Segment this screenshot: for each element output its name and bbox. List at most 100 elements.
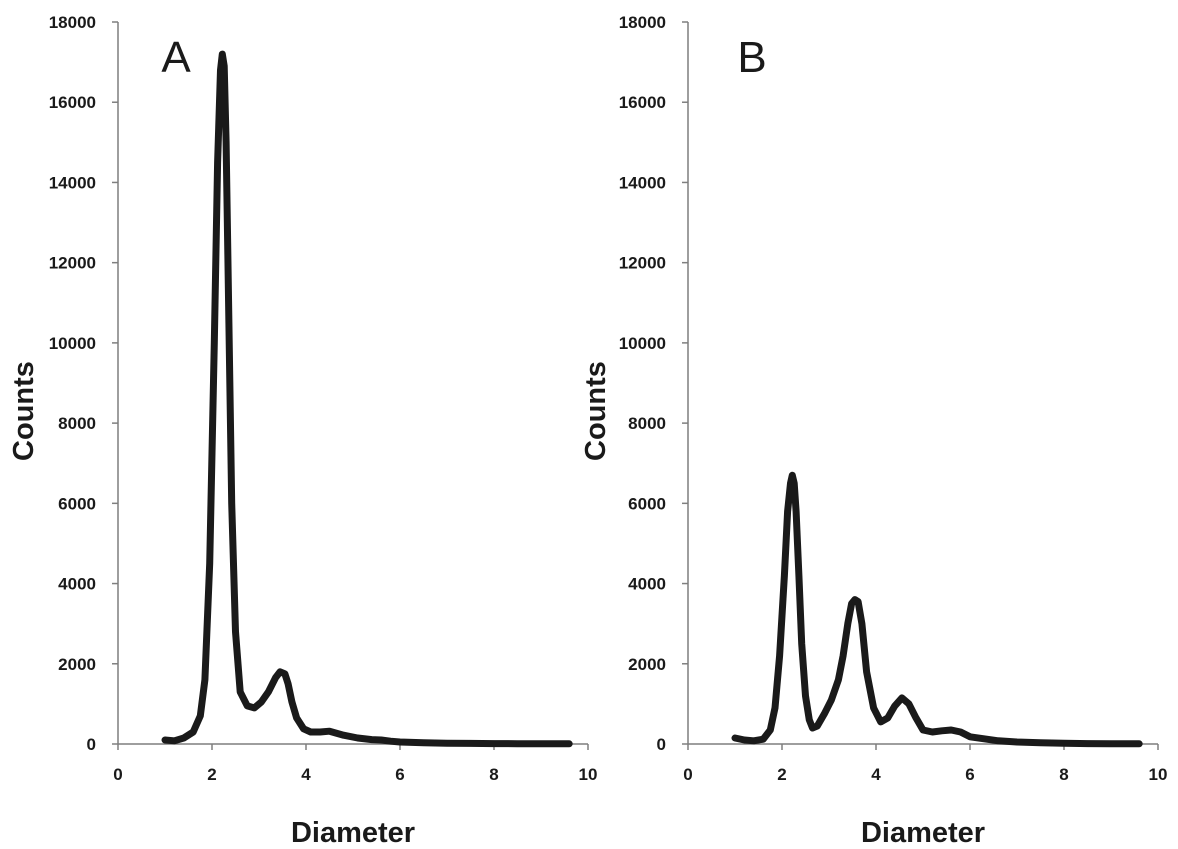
y-tick-label: 14000 <box>49 173 96 192</box>
data-point <box>930 730 934 734</box>
data-point <box>773 706 777 710</box>
data-point <box>1039 741 1042 745</box>
data-point <box>914 716 918 720</box>
y-tick-label: 18000 <box>49 13 96 32</box>
data-point <box>768 728 772 732</box>
data-point <box>996 739 1000 743</box>
data-point <box>283 672 287 676</box>
y-tick-label: 16000 <box>619 93 666 112</box>
x-axis-title: Diameter <box>861 817 985 849</box>
data-point <box>982 737 986 741</box>
y-tick-label: 8000 <box>628 414 666 433</box>
x-tick-label: 8 <box>1059 765 1068 784</box>
data-point <box>370 738 374 742</box>
data-point <box>389 739 393 743</box>
data-point <box>778 654 782 658</box>
data-point <box>259 700 263 704</box>
y-tick-label: 0 <box>87 735 96 754</box>
data-point <box>815 724 819 728</box>
x-tick-label: 0 <box>683 765 692 784</box>
data-point <box>302 727 306 731</box>
data-point <box>792 481 796 485</box>
data-point <box>907 702 911 706</box>
y-tick-label: 10000 <box>619 334 666 353</box>
data-point <box>921 728 925 732</box>
data-point <box>220 52 224 56</box>
data-point <box>822 712 826 716</box>
data-point <box>398 740 402 744</box>
data-point <box>733 736 737 740</box>
data-point <box>800 642 804 646</box>
panel-label: A <box>161 33 191 82</box>
y-tick-label: 4000 <box>628 575 666 594</box>
data-point <box>539 742 543 746</box>
data-point <box>318 730 322 734</box>
data-point <box>1086 742 1089 746</box>
x-tick-label: 6 <box>965 765 974 784</box>
panel-label: B <box>737 33 766 82</box>
data-point <box>163 738 167 742</box>
y-tick-label: 2000 <box>58 655 96 674</box>
data-point <box>949 728 953 732</box>
data-point <box>208 562 212 565</box>
data-point <box>782 574 786 577</box>
data-point <box>829 698 833 702</box>
data-point <box>850 602 854 606</box>
data-point <box>274 676 277 680</box>
data-point <box>752 739 756 743</box>
y-tick-label: 6000 <box>628 494 666 513</box>
y-axis-title: Counts <box>8 361 40 461</box>
data-point <box>886 716 890 720</box>
y-tick-label: 18000 <box>619 13 666 32</box>
data-point <box>865 670 869 674</box>
data-point <box>846 622 850 626</box>
data-point <box>959 730 963 734</box>
y-tick-label: 10000 <box>49 334 96 353</box>
data-point <box>234 630 237 634</box>
data-point <box>295 716 299 720</box>
data-point <box>794 509 798 513</box>
panel-a: 0 2000 4000 6000 8000 10000 12000 14000 16000 180… <box>8 13 597 849</box>
y-tick-label: 6000 <box>58 494 96 513</box>
y-tick-label: 12000 <box>619 254 666 273</box>
y-tick-label: 12000 <box>49 254 96 273</box>
data-point <box>328 729 331 733</box>
data-point <box>356 736 360 740</box>
data-point <box>1015 740 1019 744</box>
data-point <box>811 726 814 730</box>
x-axis-title: Diameter <box>291 817 415 849</box>
data-point <box>230 501 234 505</box>
x-tick-label: 2 <box>207 765 216 784</box>
data-point <box>216 160 220 164</box>
x-tick-label: 10 <box>1149 765 1168 784</box>
data-point <box>212 341 216 345</box>
data-point <box>238 690 242 694</box>
x-tick-label: 4 <box>301 765 311 784</box>
data-point <box>968 735 972 739</box>
y-tick-label: 2000 <box>628 655 666 674</box>
y-tick-label: 4000 <box>58 575 96 594</box>
data-point <box>286 682 290 686</box>
data-point <box>227 321 231 325</box>
data-point <box>860 622 864 626</box>
data-point <box>172 739 176 743</box>
data-point <box>893 704 897 708</box>
data-point <box>1062 741 1066 745</box>
data-point <box>879 720 883 724</box>
data-point <box>278 670 282 674</box>
data-point <box>807 718 811 722</box>
data-point <box>309 730 313 734</box>
data-point <box>1137 742 1141 746</box>
y-tick-label: 14000 <box>619 173 666 192</box>
data-point <box>804 694 807 698</box>
data-point <box>836 678 840 682</box>
data-point <box>841 654 845 658</box>
x-tick-label: 0 <box>113 765 122 784</box>
data-point <box>790 473 794 477</box>
data-point <box>445 741 449 745</box>
data-point <box>567 742 571 746</box>
data-point <box>198 714 202 718</box>
data-point <box>222 64 226 68</box>
panel-b: 0 2000 4000 6000 8000 10000 12000 14000 16000 180… <box>580 13 1167 849</box>
